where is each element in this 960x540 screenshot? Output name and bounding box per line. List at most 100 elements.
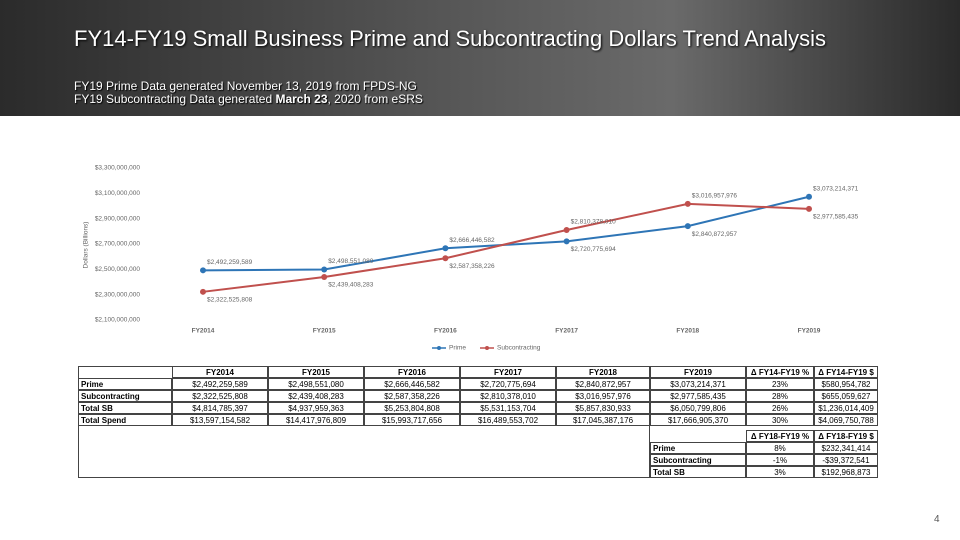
column-header: FY2016: [364, 366, 460, 378]
table-cell: $2,587,358,226: [364, 390, 460, 402]
row-label: Prime: [78, 378, 172, 390]
legend-marker: [485, 346, 489, 350]
table-cell: $2,498,551,080: [268, 378, 364, 390]
table-cell: $3,073,214,371: [650, 378, 746, 390]
legend-label: Subcontracting: [497, 345, 541, 352]
subtitle: FY19 Prime Data generated November 13, 2…: [74, 79, 417, 93]
data-label: $2,810,378,010: [571, 219, 617, 226]
data-label: $2,977,585,435: [813, 214, 859, 221]
table-cell: $2,322,525,808: [172, 390, 268, 402]
column-header: FY2018: [556, 366, 650, 378]
legend-label: Prime: [449, 345, 466, 352]
table-cell: $580,954,782: [814, 378, 878, 390]
data-label: $2,492,259,589: [207, 259, 253, 266]
table-cell: $3,016,957,976: [556, 390, 650, 402]
y-tick-label: $2,900,000,000: [95, 215, 141, 222]
point: [200, 267, 206, 274]
table-cell: $5,253,804,808: [364, 402, 460, 414]
row-label: Total SB: [78, 402, 172, 414]
row-label: Subcontracting: [650, 454, 746, 466]
table-cell: $2,977,585,435: [650, 390, 746, 402]
subtitle-part: , 2020 from eSRS: [327, 92, 423, 106]
table-cell: $2,720,775,694: [460, 378, 556, 390]
table-cell: $6,050,799,806: [650, 402, 746, 414]
table-cell: $2,810,378,010: [460, 390, 556, 402]
table-cell: 3%: [746, 466, 814, 478]
line: [202, 202, 810, 293]
chart: Dollars (Billions) $2,100,000,000 $2,300,…: [83, 165, 859, 352]
table-cell: 26%: [746, 402, 814, 414]
point: [806, 193, 812, 200]
point: [563, 238, 570, 245]
slide-title: FY14-FY19 Small Business Prime and Subco…: [74, 26, 827, 51]
data-label: $3,073,214,371: [813, 185, 859, 192]
table-cell: $2,492,259,589: [172, 378, 268, 390]
table-cell: -$39,372,541: [814, 454, 878, 466]
data-label: $3,016,957,976: [692, 193, 738, 200]
point: [684, 223, 691, 230]
point: [563, 227, 570, 234]
point: [806, 205, 812, 212]
table-cell: 8%: [746, 442, 814, 454]
point: [442, 255, 449, 262]
table-cell: $17,045,387,176: [556, 414, 650, 426]
x-tick-label: FY2014: [192, 328, 215, 335]
column-header: FY2019: [650, 366, 746, 378]
table-cell: $13,597,154,582: [172, 414, 268, 426]
table-cell: $2,666,446,582: [364, 378, 460, 390]
x-tick-label: FY2017: [555, 328, 578, 335]
table-cell: $4,937,959,363: [268, 402, 364, 414]
y-tick-label: $3,100,000,000: [95, 190, 141, 197]
y-tick-label: $2,300,000,000: [95, 291, 141, 298]
column-header: FY2017: [460, 366, 556, 378]
table-cell: $192,968,873: [814, 466, 878, 478]
data-label: $2,720,775,694: [571, 246, 617, 253]
point: [442, 245, 449, 252]
table-cell: $1,236,014,409: [814, 402, 878, 414]
table-cell: $14,417,976,809: [268, 414, 364, 426]
point: [200, 288, 206, 295]
column-header: Δ FY18-FY19 %: [746, 430, 814, 442]
x-tick-label: FY2018: [676, 328, 699, 335]
table-cell: $5,857,830,933: [556, 402, 650, 414]
table-cell: $17,666,905,370: [650, 414, 746, 426]
data-label: $2,498,551,080: [328, 258, 374, 265]
subtitle-part: FY19 Subcontracting Data generated: [74, 92, 276, 106]
row-label: Prime: [650, 442, 746, 454]
y-tick-label: $2,500,000,000: [95, 266, 141, 273]
data-label: $2,587,358,226: [449, 263, 495, 270]
row-label: Total Spend: [78, 414, 172, 426]
table-cell: -1%: [746, 454, 814, 466]
point: [684, 200, 691, 207]
data-label: $2,666,446,582: [449, 237, 495, 244]
data-label: $2,840,872,957: [692, 231, 738, 238]
table-cell: $2,840,872,957: [556, 378, 650, 390]
subtitle: FY19 Subcontracting Data generated March…: [74, 92, 423, 106]
table-cell: $15,993,717,656: [364, 414, 460, 426]
table-cell: $655,059,627: [814, 390, 878, 402]
column-header: Δ FY14-FY19 $: [814, 366, 878, 378]
column-header: Δ FY14-FY19 %: [746, 366, 814, 378]
data-label: $2,439,408,283: [328, 282, 374, 289]
column-header: Δ FY18-FY19 $: [814, 430, 878, 442]
table-cell: 28%: [746, 390, 814, 402]
legend-marker: [437, 346, 441, 350]
column-header: FY2014: [172, 366, 268, 378]
page-number: 4: [934, 514, 940, 525]
table-cell: $5,531,153,704: [460, 402, 556, 414]
column-header: FY2015: [268, 366, 364, 378]
point: [321, 266, 328, 273]
y-axis-title: Dollars (Billions): [83, 222, 90, 269]
point: [321, 274, 328, 281]
subtitle-bold: March 23: [275, 92, 328, 106]
table-cell: $16,489,553,702: [460, 414, 556, 426]
table-cell: $232,341,414: [814, 442, 878, 454]
header-banner: [0, 0, 960, 116]
row-label: Subcontracting: [78, 390, 172, 402]
table-cell: $4,069,750,788: [814, 414, 878, 426]
table-cell: 30%: [746, 414, 814, 426]
table-cell: 23%: [746, 378, 814, 390]
x-tick-label: FY2019: [798, 328, 821, 335]
x-tick-label: FY2015: [313, 328, 336, 335]
